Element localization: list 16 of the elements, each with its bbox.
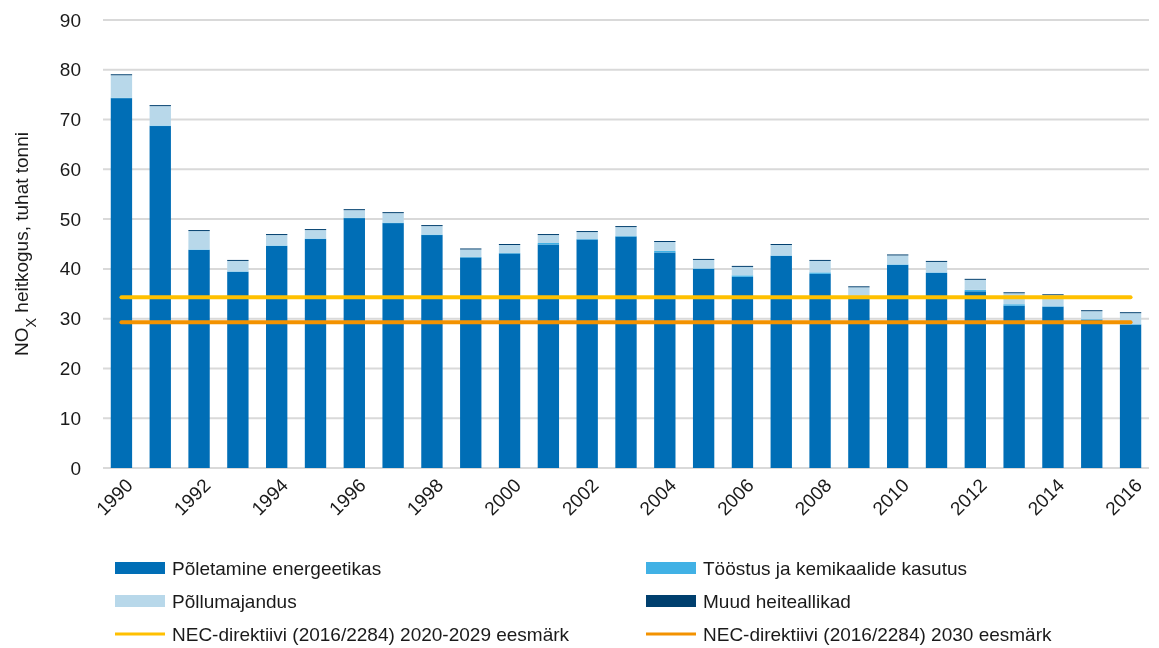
y-tick-label: 30: [59, 308, 81, 330]
legend-label: Tööstus ja kemikaalide kasutus: [703, 557, 968, 579]
y-tick-label: 40: [59, 258, 81, 280]
y-tick-label: 90: [59, 9, 81, 31]
y-tick-label: 0: [70, 457, 81, 479]
legend-label: NEC-direktiivi (2016/2284) 2030 eesmärk: [703, 623, 1052, 645]
y-tick-label: 80: [59, 59, 81, 81]
legend-label: Muud heiteallikad: [703, 590, 851, 612]
y-tick-label: 70: [59, 109, 81, 131]
legend-label: Põllumajandus: [172, 590, 297, 612]
y-tick-label: 50: [59, 208, 81, 230]
legend-label: Põletamine energeetikas: [172, 557, 382, 579]
y-tick-label: 10: [59, 407, 81, 429]
legend-label: NEC-direktiivi (2016/2284) 2020-2029 eesmärk: [172, 623, 570, 645]
y-tick-label: 20: [59, 357, 81, 379]
y-tick-label: 60: [59, 158, 81, 180]
